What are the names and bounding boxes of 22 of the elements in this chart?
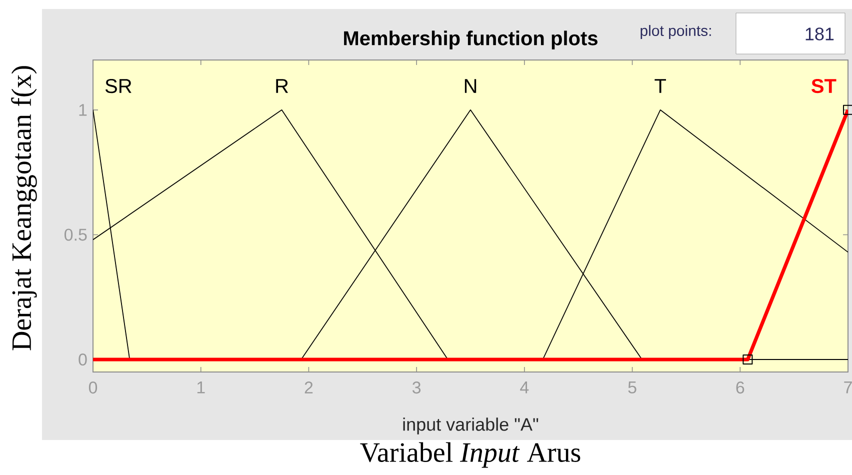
x-tick-label: 2 [304, 382, 313, 394]
text: plot points: [640, 25, 711, 39]
series-label: N [464, 79, 476, 93]
x-tick-label: 4 [520, 382, 529, 394]
x-tick-label: 7 [844, 382, 852, 394]
chart-title: Membership function plots [344, 30, 598, 50]
y-tick-label: 0 [78, 354, 87, 366]
x-tick-label: 1 [197, 382, 205, 394]
series-label: SR [105, 78, 132, 94]
x-tick-label: 5 [628, 382, 636, 394]
text: Variabel Input Arus [360, 442, 580, 468]
x-axis-title: input variable "A" [403, 418, 538, 434]
series-label: T [654, 79, 666, 93]
series-label: R [276, 79, 288, 93]
y-tick-label: 0.5 [64, 228, 87, 241]
x-tick-label: 3 [412, 382, 421, 394]
x-tick-label: 6 [736, 382, 744, 394]
y-tick-label: 1 [79, 104, 87, 116]
y-axis-title: Derajat Keanggotaan f(x) [11, 66, 37, 350]
text: 181 [806, 28, 834, 40]
series-label: ST [811, 78, 836, 94]
x-tick-label: 0 [88, 382, 98, 394]
